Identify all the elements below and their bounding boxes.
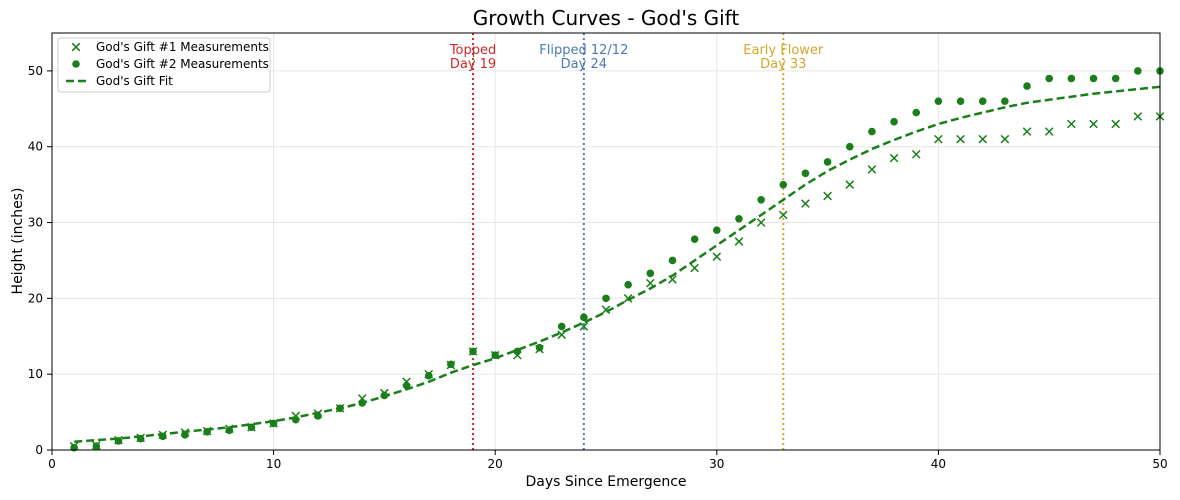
measurement-2-point [845,142,854,151]
measurement-1-point [1133,112,1143,121]
measurement-2-point [580,313,588,322]
measurement-1-point [1111,119,1121,129]
grid-lines [51,33,1161,451]
event-label: Flipped 12/12 [539,43,628,58]
y-tick-label: 50 [28,64,43,78]
measurement-1-point [1067,119,1076,129]
plot-frame [51,32,1161,451]
measurement-2-point [890,117,898,126]
event-day-label: Day 19 [450,57,496,72]
measurement-2-point [1134,67,1142,75]
measurement-2-point [1045,74,1053,83]
y-tick-label: 10 [28,367,43,381]
measurement-2-point [247,423,256,432]
x-tick-label: 10 [266,457,281,471]
legend-entry: God's Gift #2 Measurements [96,57,269,71]
legend-x-swatch [71,42,81,52]
y-tick-label: 30 [28,216,43,230]
event-label: Early Flower [743,43,824,58]
measurement-1-point [734,237,744,246]
measurement-2-point [624,280,632,289]
measurement-1-point [579,322,589,331]
measurement-2-point [1111,74,1120,83]
data-series [69,67,1165,452]
measurement-1-point [623,294,633,303]
measurement-2-point [225,426,234,435]
measurement-1-point [690,263,699,273]
x-axis-label: Days Since Emergence [525,474,686,490]
measurement-1-point [1022,127,1032,136]
measurement-2-point [1001,97,1009,106]
measurement-1-point [712,252,722,261]
measurement-1-point [934,134,943,144]
y-tick-label: 0 [35,443,43,457]
measurement-2-point [912,108,921,117]
measurement-2-point [779,180,788,189]
legend-entry: God's Gift #1 Measurements [96,40,269,54]
measurement-2-point [735,214,743,223]
measurement-1-point [1089,119,1098,129]
y-axis-label: Height (inches) [10,188,26,295]
measurement-1-point [911,149,921,159]
y-tick-label: 20 [28,291,43,305]
measurement-1-point [778,210,788,220]
measurement-2-point [424,371,433,380]
measurement-2-point [447,360,455,369]
legend-box [57,37,271,93]
measurement-2-point [1023,82,1031,90]
measurement-2-point [978,97,987,106]
measurement-1-point [867,165,877,174]
x-tick-label: 20 [488,457,503,471]
measurement-1-point [601,305,611,315]
y-tick-label: 40 [28,140,43,154]
event-label: Topped [449,43,496,58]
measurement-1-point [978,134,988,144]
x-tick-label: 0 [48,457,56,471]
measurement-1-point [956,134,965,144]
measurement-2-point [757,196,765,204]
measurement-2-point [823,158,832,166]
measurement-2-point [535,343,544,352]
measurement-2-point [646,269,655,278]
legend-entry: God's Gift Fit [96,74,173,88]
legend: God's Gift #1 Measurements God's Gift #2 … [57,37,271,93]
measurement-1-point [1000,134,1010,144]
measurement-2-point [92,442,101,451]
measurement-2-point [934,97,943,106]
axis-ticks: 0 10 20 30 40 50 0 10 20 30 40 50 [28,64,1168,471]
chart-title: Growth Curves - God's Gift [473,6,740,30]
measurement-2-point [668,256,677,265]
measurement-1-point [756,218,766,227]
x-tick-label: 30 [709,457,724,471]
event-day-label: Day 24 [561,57,607,72]
x-tick-label: 50 [1152,457,1167,471]
event-day-label: Day 33 [760,57,806,72]
measurement-2-point [690,235,699,244]
measurement-2-point [602,294,610,303]
measurement-2-point [557,322,566,331]
measurement-1-point [801,199,810,208]
measurement-2-point [469,347,477,356]
measurement-2-point [713,226,721,234]
measurement-2-point [1089,74,1098,83]
measurement-2-point [1067,74,1076,83]
measurement-2-point [801,169,810,178]
measurement-2-point [868,127,876,136]
fit-line [74,85,1161,443]
x-tick-label: 40 [931,457,946,471]
measurement-2-point [956,97,965,106]
legend-dot-swatch [72,60,80,68]
measurement-1-point [823,191,832,201]
measurement-1-point [889,153,899,163]
measurement-1-point [1044,127,1054,136]
measurement-1-point [845,180,855,189]
